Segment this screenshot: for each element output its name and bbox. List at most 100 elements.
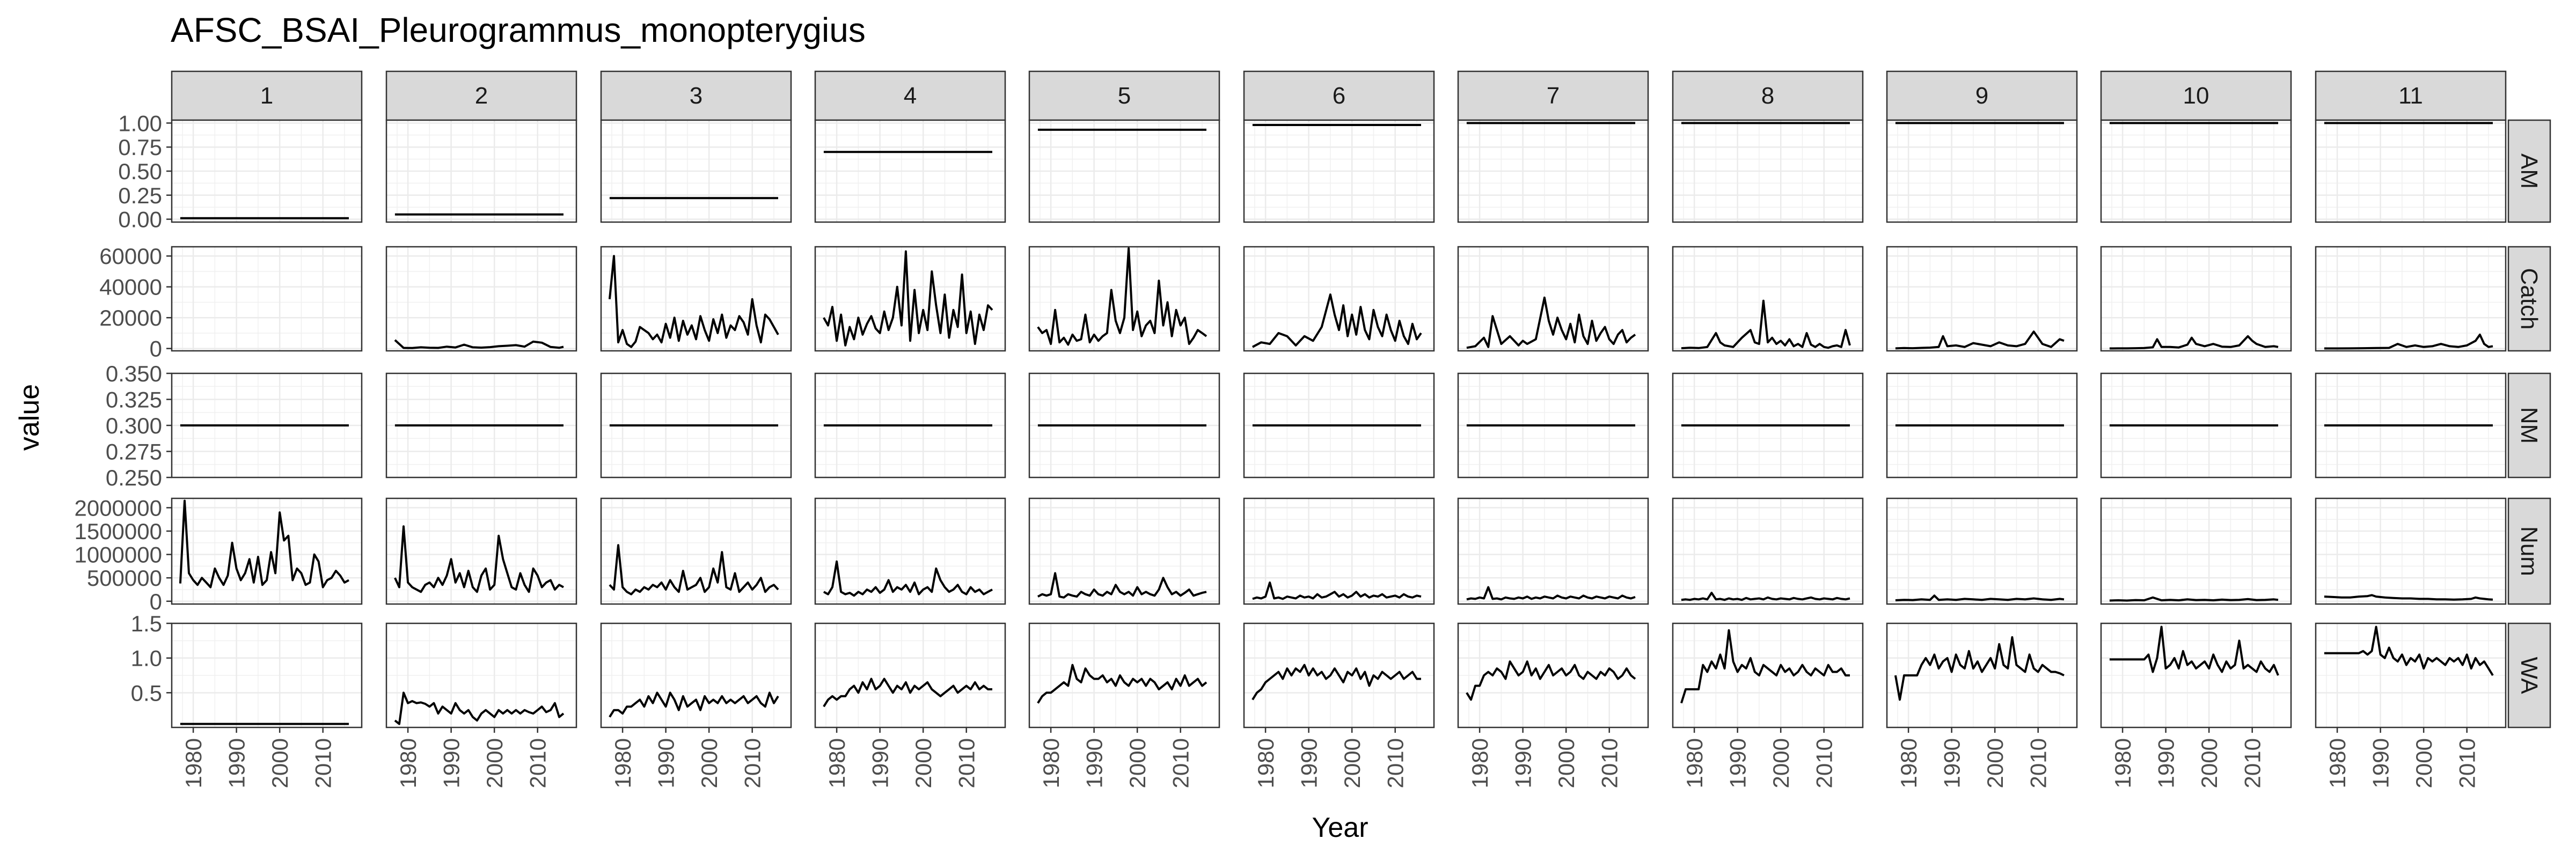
col-strip-label-10: 10 — [2183, 83, 2209, 109]
series-line-WA-9 — [1894, 636, 2065, 701]
x-tick-label: 2000 — [2411, 738, 2436, 788]
row-strip-AM — [2507, 119, 2551, 223]
panel-border — [2315, 372, 2507, 479]
panel-WA-6 — [1243, 622, 1435, 728]
panel-bg — [1673, 498, 1863, 604]
panel-border — [385, 497, 577, 605]
panel-border — [814, 246, 1006, 352]
panel-bg — [1244, 498, 1434, 604]
panel-NM-1 — [171, 372, 363, 479]
panel-AM-1 — [171, 119, 363, 223]
panel-AM-11 — [2315, 119, 2507, 223]
panel-WA-5 — [1028, 622, 1220, 728]
y-tick-label-Num: 2000000 — [74, 495, 162, 520]
panel-border — [171, 119, 363, 223]
x-tick-label: 2000 — [1554, 738, 1579, 788]
row-strip-label-NM: NM — [2516, 407, 2542, 444]
panel-NM-2 — [385, 372, 577, 479]
panel-border — [1457, 622, 1649, 728]
series-line-Num-5 — [1037, 572, 1207, 599]
panel-Catch-5 — [1028, 246, 1220, 352]
panel-NM-6 — [1243, 372, 1435, 479]
series-line-Num-6 — [1252, 581, 1422, 600]
panel-bg — [2316, 498, 2506, 604]
x-tick-label: 1980 — [1038, 738, 1064, 788]
panel-WA-11 — [2315, 622, 2507, 728]
panel-bg — [1887, 498, 2077, 604]
panel-Catch-11 — [2315, 246, 2507, 352]
panel-border — [171, 622, 363, 728]
series-line-Catch-7 — [1466, 296, 1636, 349]
y-tick-label-Catch: 40000 — [99, 275, 162, 300]
series-line-Catch-10 — [2109, 335, 2279, 350]
panel-bg — [2101, 498, 2291, 604]
series-line-WA-5 — [1037, 664, 1208, 704]
row-strip-label-AM: AM — [2516, 153, 2542, 189]
panel-border — [1028, 246, 1220, 352]
col-strip-label-8: 8 — [1761, 83, 1774, 109]
col-strip-9 — [1886, 70, 2078, 121]
x-tick-label: 1980 — [2110, 738, 2135, 788]
panel-border — [171, 372, 363, 479]
series-line-Num-2 — [394, 525, 564, 593]
panel-Num-3 — [600, 497, 792, 605]
x-tick-label: 2010 — [2240, 738, 2265, 788]
x-tick-label: 1990 — [1940, 738, 1965, 788]
y-tick-label-Num: 1500000 — [74, 519, 162, 544]
x-tick-label: 2000 — [1340, 738, 1365, 788]
y-tick-label-Num: 1000000 — [74, 542, 162, 568]
panel-bg — [1244, 247, 1434, 351]
panel-border — [2315, 622, 2507, 728]
panel-border — [1457, 119, 1649, 223]
series-line-Num-1 — [179, 499, 349, 588]
col-strip-label-2: 2 — [475, 83, 488, 109]
y-tick-label-AM: 0.75 — [118, 135, 162, 160]
series-line-Num-11 — [2324, 594, 2493, 601]
x-tick-label: 2010 — [740, 738, 765, 788]
y-tick-label-NM: 0.275 — [106, 439, 162, 465]
series-line-Catch-3 — [608, 255, 779, 348]
x-tick-label: 1980 — [1896, 738, 1921, 788]
x-tick-label: 1980 — [824, 738, 850, 788]
panel-border — [1243, 497, 1435, 605]
x-tick-label: 2000 — [1768, 738, 1794, 788]
panel-NM-5 — [1028, 372, 1220, 479]
panel-border — [2100, 622, 2292, 728]
panel-border — [1672, 119, 1864, 223]
panel-Catch-7 — [1457, 246, 1649, 352]
row-strip-Num — [2507, 497, 2551, 605]
panel-grid: 1 2 3 4 5 6 7 8 9 10 11AM0.000.250.500.751.00Catch… — [74, 70, 2551, 788]
series-line-WA-3 — [609, 691, 779, 718]
panel-border — [814, 622, 1006, 728]
panel-border — [600, 372, 792, 479]
y-tick-label-AM: 0.50 — [118, 159, 162, 184]
panel-AM-9 — [1886, 119, 2078, 223]
x-tick-label: 2000 — [1125, 738, 1150, 788]
panel-border — [1886, 119, 2078, 223]
panel-border — [1672, 622, 1864, 728]
series-line-Num-9 — [1895, 594, 2065, 601]
panel-border — [385, 246, 577, 352]
col-strip-label-4: 4 — [904, 83, 917, 109]
y-tick-label-Catch: 20000 — [99, 305, 162, 330]
panel-AM-7 — [1457, 119, 1649, 223]
panel-AM-3 — [600, 119, 792, 223]
series-line-WA-2 — [394, 691, 565, 725]
panel-border — [1886, 497, 2078, 605]
panel-AM-6 — [1243, 119, 1435, 223]
series-line-Catch-6 — [1252, 293, 1422, 348]
panel-bg — [172, 247, 362, 351]
col-strip-label-11: 11 — [2398, 83, 2423, 109]
x-tick-label: 1990 — [654, 738, 679, 788]
panel-border — [814, 497, 1006, 605]
panel-bg — [386, 247, 576, 351]
x-tick-label: 1980 — [610, 738, 635, 788]
x-tick-label: 1990 — [439, 738, 464, 788]
x-tick-label: 2010 — [1168, 738, 1194, 788]
panel-border — [1672, 246, 1864, 352]
panel-AM-4 — [814, 119, 1006, 223]
panel-border — [600, 622, 792, 728]
panel-Catch-4 — [814, 246, 1006, 352]
series-line-WA-8 — [1680, 629, 1850, 704]
series-line-Num-10 — [2109, 596, 2279, 602]
